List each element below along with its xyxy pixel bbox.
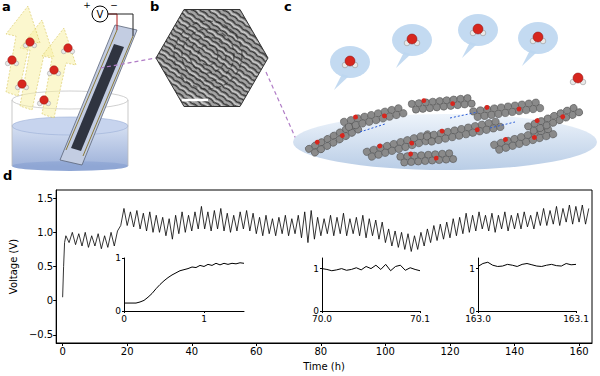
svg-text:b: b xyxy=(150,0,159,14)
svg-text:20: 20 xyxy=(121,346,134,357)
html-text:d: d xyxy=(3,168,13,183)
svg-text:80: 80 xyxy=(314,346,327,357)
svg-text:a: a xyxy=(2,0,11,14)
svg-text:0: 0 xyxy=(469,306,475,316)
svg-text:1.0: 1.0 xyxy=(37,227,53,238)
svg-text:140: 140 xyxy=(505,346,524,357)
svg-text:Time (h): Time (h) xyxy=(302,361,345,372)
svg-text:163.0: 163.0 xyxy=(465,314,491,324)
svg-text:−0.5: −0.5 xyxy=(29,329,53,340)
svg-text:0: 0 xyxy=(59,346,65,357)
svg-text:160: 160 xyxy=(570,346,589,357)
svg-text:0: 0 xyxy=(313,306,319,316)
svg-text:Voltage (V): Voltage (V) xyxy=(8,239,19,294)
svg-text:−: − xyxy=(110,0,118,10)
svg-text:120: 120 xyxy=(440,346,459,357)
svg-text:0: 0 xyxy=(115,306,121,316)
svg-text:100: 100 xyxy=(376,346,395,357)
svg-text:0: 0 xyxy=(47,295,53,306)
svg-text:1: 1 xyxy=(201,314,207,324)
svg-text:70.0: 70.0 xyxy=(312,314,332,324)
svg-text:+: + xyxy=(83,0,91,10)
svg-text:1: 1 xyxy=(313,264,319,274)
svg-text:V: V xyxy=(97,9,104,20)
svg-text:0: 0 xyxy=(121,314,127,324)
svg-text:163.1: 163.1 xyxy=(563,314,589,324)
svg-text:70.1: 70.1 xyxy=(410,314,430,324)
svg-text:1.5: 1.5 xyxy=(37,193,53,204)
svg-text:1: 1 xyxy=(469,264,475,274)
svg-text:c: c xyxy=(284,0,292,14)
svg-text:1: 1 xyxy=(115,253,121,263)
svg-text:40: 40 xyxy=(185,346,198,357)
svg-text:60: 60 xyxy=(250,346,263,357)
svg-text:0.5: 0.5 xyxy=(37,261,53,272)
